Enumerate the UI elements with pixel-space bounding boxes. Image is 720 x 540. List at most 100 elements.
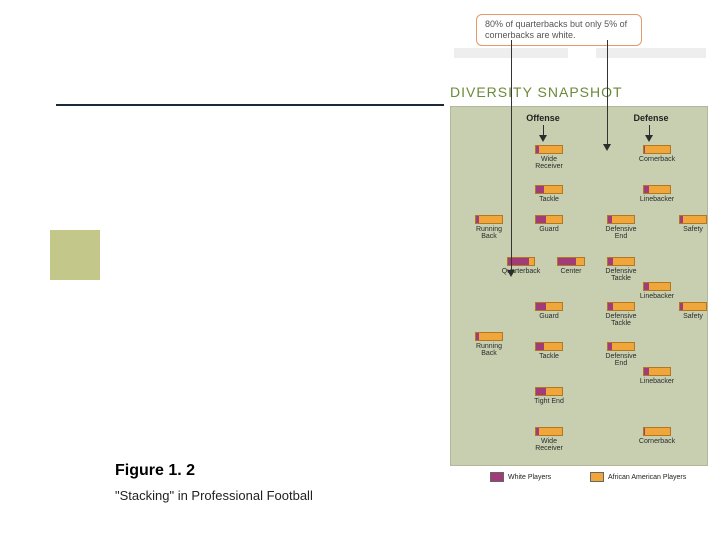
position-label: Center [551, 268, 591, 275]
legend-item: White Players [490, 472, 551, 482]
callout-line-offense [511, 40, 512, 270]
position-bar [535, 302, 563, 311]
position-box: Wide Receiver [529, 145, 569, 171]
position-label: Cornerback [637, 438, 677, 445]
position-label: Linebacker [637, 196, 677, 203]
callout-text: 80% of quarterbacks but only 5% of corne… [485, 19, 627, 40]
col-head-offense: Offense [513, 113, 573, 123]
col-head-defense: Defense [621, 113, 681, 123]
position-bar-white [644, 146, 645, 153]
position-bar [535, 427, 563, 436]
position-label: Defensive Tackle [601, 313, 641, 328]
position-bar [643, 282, 671, 291]
position-bar-white [644, 186, 649, 193]
arrow-stem-offense [543, 125, 544, 135]
diagram-panel: Offense Defense Wide Receiver Cornerback T… [450, 106, 708, 466]
position-label: Linebacker [637, 378, 677, 385]
arrow-head-defense [645, 135, 653, 142]
position-bar [679, 215, 707, 224]
section-title: DIVERSITY SNAPSHOT [450, 84, 623, 100]
position-label: Safety [673, 226, 713, 233]
strip-2 [596, 48, 706, 58]
position-bar [643, 185, 671, 194]
position-bar-white [680, 216, 683, 223]
position-bar [607, 257, 635, 266]
position-bar-white [608, 258, 613, 265]
position-bar [535, 342, 563, 351]
position-box: Cornerback [637, 145, 677, 163]
position-bar [535, 185, 563, 194]
callout-arrow-offense [507, 270, 515, 277]
position-bar-white [644, 368, 649, 375]
position-label: Wide Receiver [529, 156, 569, 171]
position-bar [535, 215, 563, 224]
banner-underline [56, 64, 444, 106]
position-label: Guard [529, 226, 569, 233]
position-label: Wide Receiver [529, 438, 569, 453]
legend-swatch [590, 472, 604, 482]
position-box: Linebacker [637, 367, 677, 385]
legend-label: African American Players [608, 474, 686, 481]
figure-number: Figure 1. 2 [115, 462, 313, 480]
position-bar [607, 215, 635, 224]
position-bar-white [476, 333, 479, 340]
position-bar-white [536, 303, 546, 310]
position-bar-white [644, 428, 645, 435]
figure-title: "Stacking" in Professional Football [115, 488, 313, 503]
position-bar [643, 367, 671, 376]
position-box: Center [551, 257, 591, 275]
position-bar-white [680, 303, 683, 310]
callout-arrow-defense [603, 144, 611, 151]
position-bar-white [536, 186, 544, 193]
position-bar-white [536, 216, 546, 223]
position-bar [475, 215, 503, 224]
position-label: Defensive Tackle [601, 268, 641, 283]
position-bar-white [608, 343, 612, 350]
position-label: Guard [529, 313, 569, 320]
position-box: Linebacker [637, 185, 677, 203]
callout-line-defense [607, 40, 608, 144]
position-bar-white [536, 428, 539, 435]
position-box: Tight End [529, 387, 569, 405]
position-box: Linebacker [637, 282, 677, 300]
position-bar [535, 387, 563, 396]
position-box: Guard [529, 302, 569, 320]
position-label: Running Back [469, 226, 509, 241]
legend-label: White Players [508, 474, 551, 481]
arrow-stem-defense [649, 125, 650, 135]
legend-item: African American Players [590, 472, 686, 482]
position-label: Defensive End [601, 226, 641, 241]
position-bar-white [536, 388, 546, 395]
position-box: Cornerback [637, 427, 677, 445]
position-bar-white [536, 343, 544, 350]
position-box: Defensive Tackle [601, 257, 641, 283]
callout-box: 80% of quarterbacks but only 5% of corne… [476, 14, 642, 46]
position-label: Tackle [529, 196, 569, 203]
legend-swatch [490, 472, 504, 482]
position-bar [475, 332, 503, 341]
position-label: Defensive End [601, 353, 641, 368]
position-bar [643, 427, 671, 436]
position-box: Defensive End [601, 215, 641, 241]
position-bar-white [608, 216, 612, 223]
position-bar-white [608, 303, 613, 310]
position-bar [643, 145, 671, 154]
arrow-head-offense [539, 135, 547, 142]
position-label: Cornerback [637, 156, 677, 163]
position-label: Safety [673, 313, 713, 320]
position-label: Tight End [529, 398, 569, 405]
position-label: Running Back [469, 343, 509, 358]
position-bar-white [644, 283, 649, 290]
position-box: Defensive End [601, 342, 641, 368]
position-label: Tackle [529, 353, 569, 360]
position-box: Tackle [529, 342, 569, 360]
position-bar [535, 145, 563, 154]
position-bar [557, 257, 585, 266]
position-box: Defensive Tackle [601, 302, 641, 328]
position-bar-white [558, 258, 576, 265]
figure-label: Figure 1. 2 "Stacking" in Professional F… [115, 462, 313, 503]
position-label: Linebacker [637, 293, 677, 300]
position-box: Wide Receiver [529, 427, 569, 453]
position-bar [607, 342, 635, 351]
position-bar-white [476, 216, 479, 223]
